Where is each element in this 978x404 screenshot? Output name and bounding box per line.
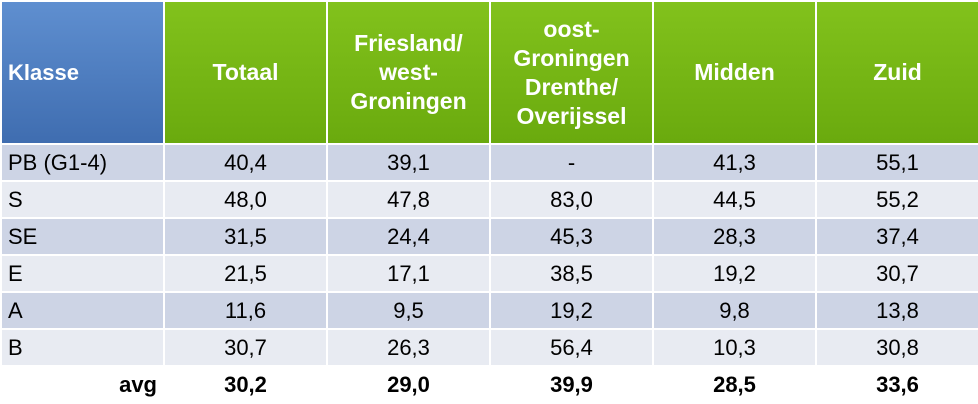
table-row: B 30,7 26,3 56,4 10,3 30,8 [0, 328, 978, 367]
header-midden-line: Midden [694, 59, 775, 85]
table-cell: 21,5 [163, 254, 328, 293]
table-cell: 55,2 [815, 180, 978, 219]
table-cell: - [489, 143, 654, 182]
header-friesland-line-2: west- [379, 59, 438, 85]
table-cell: 10,3 [652, 328, 817, 367]
header-klasse-line: Klasse [8, 60, 79, 85]
table-cell: 45,3 [489, 217, 654, 256]
table-cell: 37,4 [815, 217, 978, 256]
table-cell: 24,4 [326, 217, 491, 256]
row-label: S [0, 180, 165, 219]
header-zuid: Zuid [815, 0, 978, 145]
header-oost-line-4: Overijssel [516, 102, 627, 129]
header-klasse: Klasse [0, 0, 165, 145]
table-cell: 31,5 [163, 217, 328, 256]
summary-cell: 39,9 [489, 365, 654, 404]
header-totaal: Totaal [163, 0, 328, 145]
table-cell: 55,1 [815, 143, 978, 182]
table-header: Klasse Totaal Friesland/ west- Groningen… [0, 0, 978, 145]
table-cell: 44,5 [652, 180, 817, 219]
header-oost-line-3: Drenthe/ [524, 73, 619, 100]
row-label: PB (G1-4) [0, 143, 165, 182]
table-cell: 56,4 [489, 328, 654, 367]
row-label: B [0, 328, 165, 367]
header-oost-line-2: Groningen [513, 44, 630, 71]
table-cell: 9,8 [652, 291, 817, 330]
table-row: E 21,5 17,1 38,5 19,2 30,7 [0, 254, 978, 293]
header-totaal-line: Totaal [212, 59, 279, 85]
table-cell: 9,5 [326, 291, 491, 330]
table-row: S 48,0 47,8 83,0 44,5 55,2 [0, 180, 978, 219]
table-cell: 30,8 [815, 328, 978, 367]
table-cell: 48,0 [163, 180, 328, 219]
row-label: A [0, 291, 165, 330]
table-cell: 83,0 [489, 180, 654, 219]
header-oost-line-1: oost- [543, 15, 600, 42]
header-oost-groningen: oost- Groningen Drenthe/ Overijssel [489, 0, 654, 145]
row-label: SE [0, 217, 165, 256]
table-cell: 39,1 [326, 143, 491, 182]
summary-label: avg [0, 365, 165, 404]
table-cell: 40,4 [163, 143, 328, 182]
summary-cell: 33,6 [815, 365, 978, 404]
summary-cell: 28,5 [652, 365, 817, 404]
header-row: Klasse Totaal Friesland/ west- Groningen… [0, 0, 978, 145]
table-cell: 47,8 [326, 180, 491, 219]
table-cell: 19,2 [489, 291, 654, 330]
table-row: A 11,6 9,5 19,2 9,8 13,8 [0, 291, 978, 330]
table-cell: 30,7 [163, 328, 328, 367]
table-cell: 19,2 [652, 254, 817, 293]
table-cell: 30,7 [815, 254, 978, 293]
table-cell: 17,1 [326, 254, 491, 293]
table-row: SE 31,5 24,4 45,3 28,3 37,4 [0, 217, 978, 256]
table-cell: 28,3 [652, 217, 817, 256]
header-zuid-line: Zuid [873, 59, 922, 85]
table-cell: 26,3 [326, 328, 491, 367]
table-row: PB (G1-4) 40,4 39,1 - 41,3 55,1 [0, 143, 978, 182]
header-friesland: Friesland/ west- Groningen [326, 0, 491, 145]
table-cell: 41,3 [652, 143, 817, 182]
summary-cell: 29,0 [326, 365, 491, 404]
summary-row: avg 30,2 29,0 39,9 28,5 33,6 [0, 365, 978, 404]
header-friesland-line-1: Friesland/ [354, 30, 463, 56]
header-friesland-line-3: Groningen [350, 88, 467, 114]
summary-cell: 30,2 [163, 365, 328, 404]
table-cell: 13,8 [815, 291, 978, 330]
table-body: PB (G1-4) 40,4 39,1 - 41,3 55,1 S 48,0 4… [0, 143, 978, 404]
table-cell: 11,6 [163, 291, 328, 330]
row-label: E [0, 254, 165, 293]
header-midden: Midden [652, 0, 817, 145]
table-cell: 38,5 [489, 254, 654, 293]
